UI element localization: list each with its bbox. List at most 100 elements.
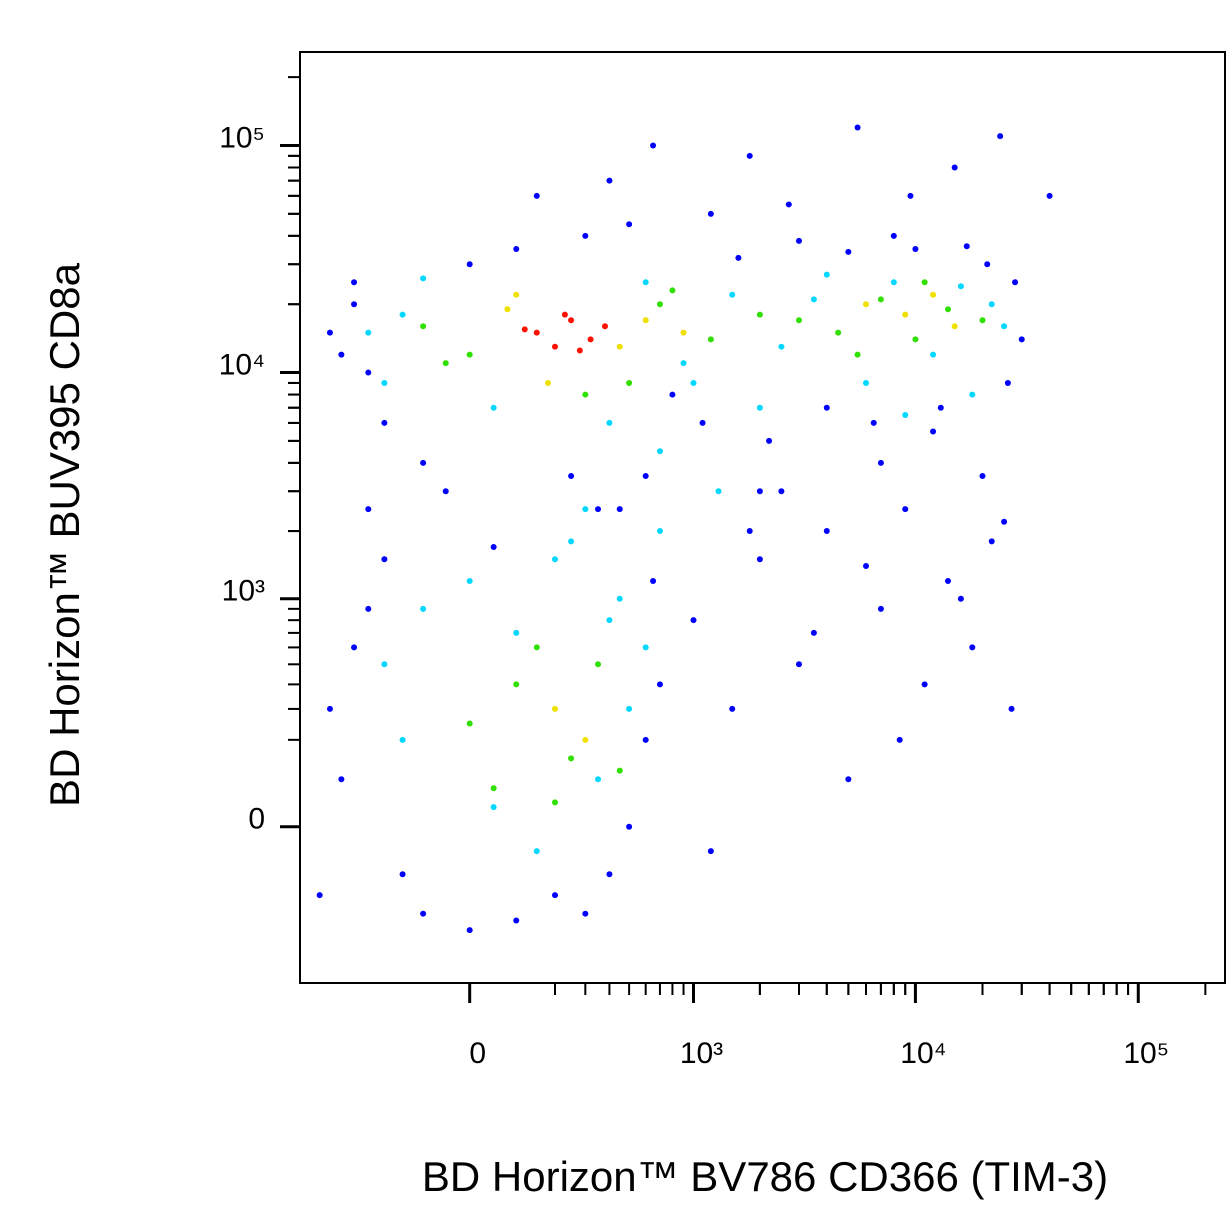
point — [979, 317, 986, 324]
point — [729, 705, 736, 712]
point — [756, 404, 763, 411]
point — [690, 617, 697, 624]
point — [365, 506, 372, 513]
point — [582, 232, 589, 239]
point — [513, 629, 520, 636]
point — [365, 369, 372, 376]
point — [810, 296, 817, 303]
point — [870, 419, 877, 426]
point — [326, 705, 333, 712]
point — [626, 823, 633, 830]
point — [669, 391, 676, 398]
point — [810, 629, 817, 636]
point — [533, 329, 540, 336]
point — [656, 301, 663, 308]
plot-frame — [299, 51, 1226, 984]
point — [930, 351, 937, 358]
point — [951, 323, 958, 330]
point — [642, 279, 649, 286]
point — [504, 306, 511, 313]
point — [907, 192, 914, 199]
point — [466, 351, 473, 358]
point — [381, 556, 388, 563]
point — [551, 799, 558, 806]
point — [912, 246, 919, 253]
point — [877, 605, 884, 612]
point — [778, 488, 785, 495]
point — [626, 221, 633, 228]
point — [595, 661, 602, 668]
y-tick-label: 10⁴ — [219, 348, 265, 381]
point — [988, 301, 995, 308]
point — [1018, 336, 1025, 343]
point — [420, 275, 427, 282]
point — [490, 404, 497, 411]
point — [606, 419, 613, 426]
point — [533, 848, 540, 855]
point — [890, 232, 897, 239]
point — [937, 404, 944, 411]
point — [854, 351, 861, 358]
point — [533, 192, 540, 199]
point — [845, 248, 852, 255]
point — [930, 428, 937, 435]
point — [707, 336, 714, 343]
point — [616, 506, 623, 513]
x-tick-label: 0 — [469, 1037, 486, 1070]
point — [442, 360, 449, 367]
point — [902, 412, 909, 419]
point — [979, 473, 986, 480]
point — [642, 644, 649, 651]
point — [951, 164, 958, 171]
point — [381, 419, 388, 426]
point — [785, 201, 792, 208]
point — [466, 927, 473, 934]
point — [795, 661, 802, 668]
point — [877, 296, 884, 303]
point — [862, 562, 869, 569]
point — [823, 271, 830, 278]
point — [862, 301, 869, 308]
point — [606, 177, 613, 184]
point — [466, 261, 473, 268]
point — [466, 720, 473, 727]
point — [912, 336, 919, 343]
point — [642, 317, 649, 324]
point — [1012, 279, 1019, 286]
point — [381, 379, 388, 386]
point — [533, 644, 540, 651]
point — [778, 343, 785, 350]
point — [715, 488, 722, 495]
point — [338, 351, 345, 358]
point — [896, 736, 903, 743]
point — [656, 528, 663, 535]
point — [707, 848, 714, 855]
point — [338, 776, 345, 783]
point — [568, 473, 575, 480]
point — [650, 578, 657, 585]
point — [582, 736, 589, 743]
point — [735, 254, 742, 261]
point — [513, 246, 520, 253]
point — [746, 528, 753, 535]
point — [902, 311, 909, 318]
point — [680, 360, 687, 367]
point — [921, 279, 928, 286]
point — [582, 391, 589, 398]
point — [326, 329, 333, 336]
y-tick-label: 10⁵ — [219, 121, 265, 154]
point — [944, 306, 951, 313]
point — [626, 379, 633, 386]
point — [854, 124, 861, 131]
point — [521, 326, 528, 333]
point — [442, 488, 449, 495]
point — [582, 506, 589, 513]
point — [756, 556, 763, 563]
point — [845, 776, 852, 783]
point — [690, 379, 697, 386]
point — [551, 343, 558, 350]
point — [490, 804, 497, 811]
point — [513, 917, 520, 924]
point — [921, 681, 928, 688]
